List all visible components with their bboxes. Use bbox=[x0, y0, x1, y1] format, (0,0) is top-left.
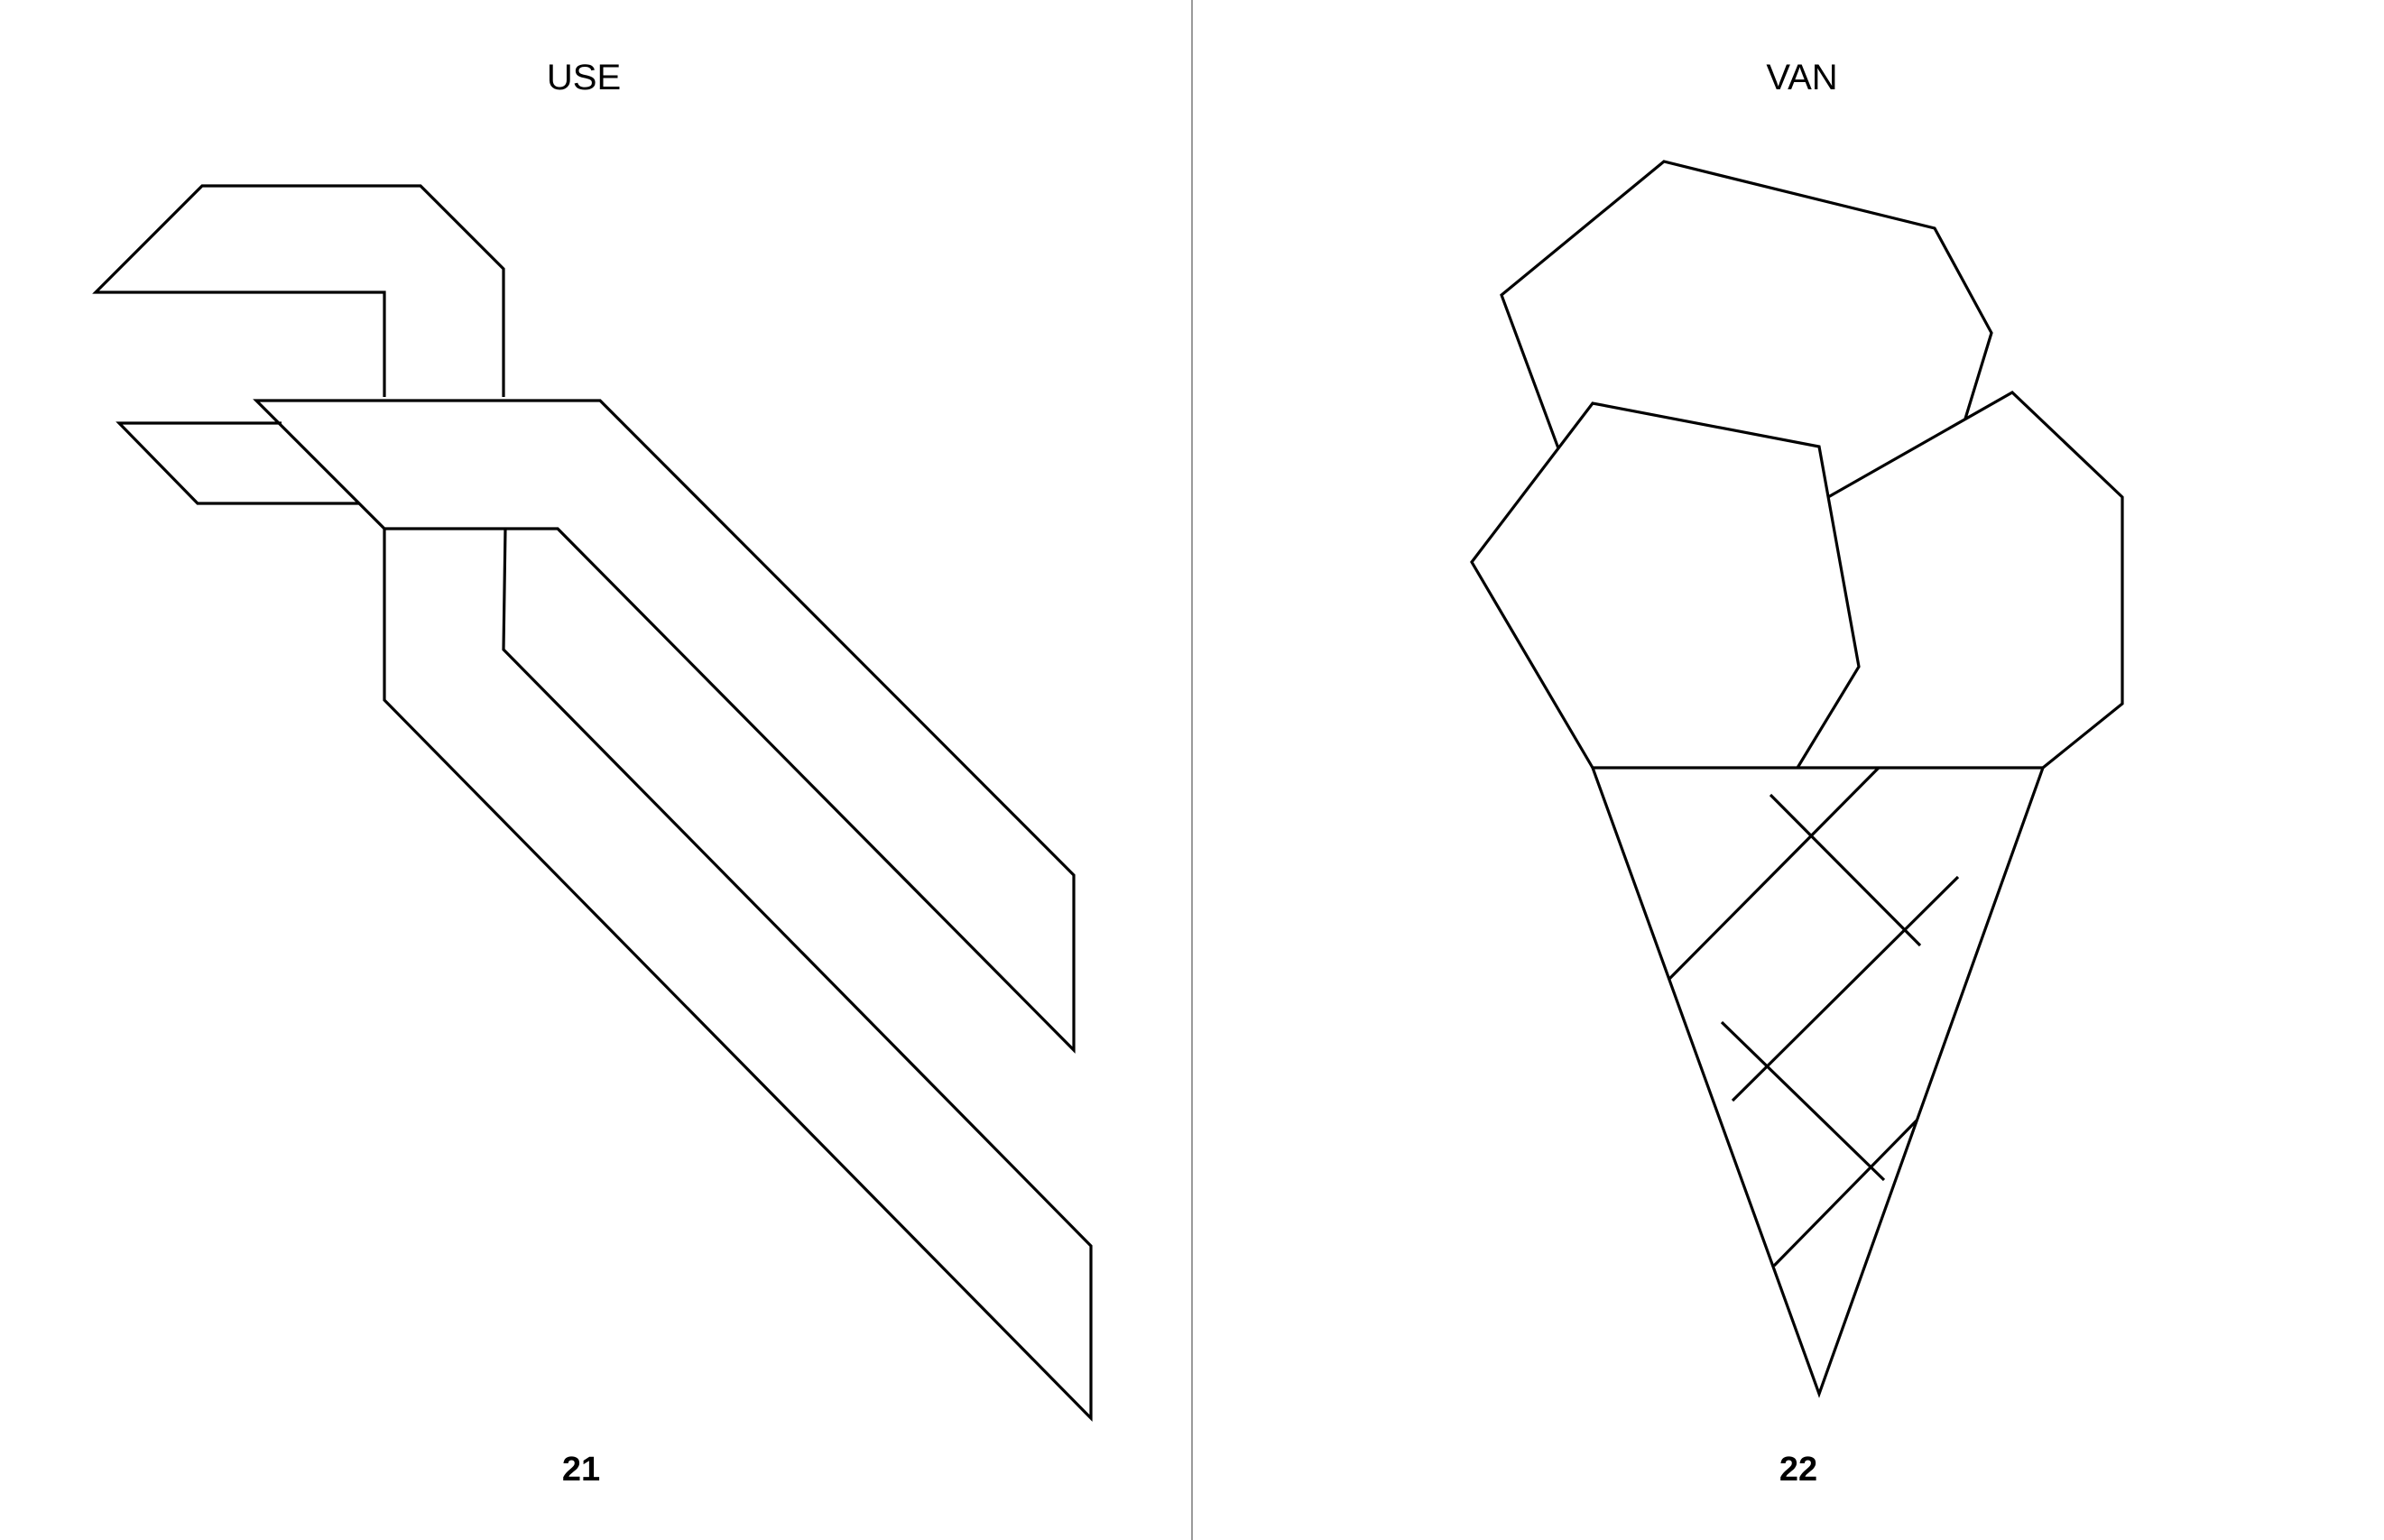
bird-head-outline bbox=[92, 184, 505, 397]
cone-waffle-line bbox=[1668, 766, 1880, 981]
ice-cream-left-scoop bbox=[1470, 401, 1861, 769]
ice-cream-drawing bbox=[1470, 160, 2124, 1398]
cone-waffle-line bbox=[1769, 793, 1922, 947]
bird-beak-shape bbox=[116, 421, 359, 505]
page-number: 22 bbox=[1779, 1451, 1818, 1489]
ice-cream-right-scoop bbox=[1827, 391, 2124, 770]
page-divider bbox=[1191, 0, 1193, 1540]
bird-body-outline bbox=[383, 528, 1093, 1422]
cone-waffle-line bbox=[1720, 1020, 1886, 1182]
page-number: 21 bbox=[561, 1451, 601, 1489]
bird-outline-drawing bbox=[92, 184, 1093, 1422]
cone-waffle-line bbox=[1731, 875, 1960, 1102]
ice-cream-top-scoop bbox=[1500, 160, 1993, 449]
page-title: VAN bbox=[1766, 58, 1838, 97]
bird-upper-wing bbox=[253, 399, 1076, 1054]
left-page: USE 21 bbox=[0, 0, 1191, 1540]
page-title: USE bbox=[546, 58, 622, 97]
ice-cream-cone bbox=[1590, 766, 2046, 1398]
right-page: VAN 22 bbox=[1193, 0, 2384, 1540]
cone-waffle-line bbox=[1772, 1119, 1918, 1268]
